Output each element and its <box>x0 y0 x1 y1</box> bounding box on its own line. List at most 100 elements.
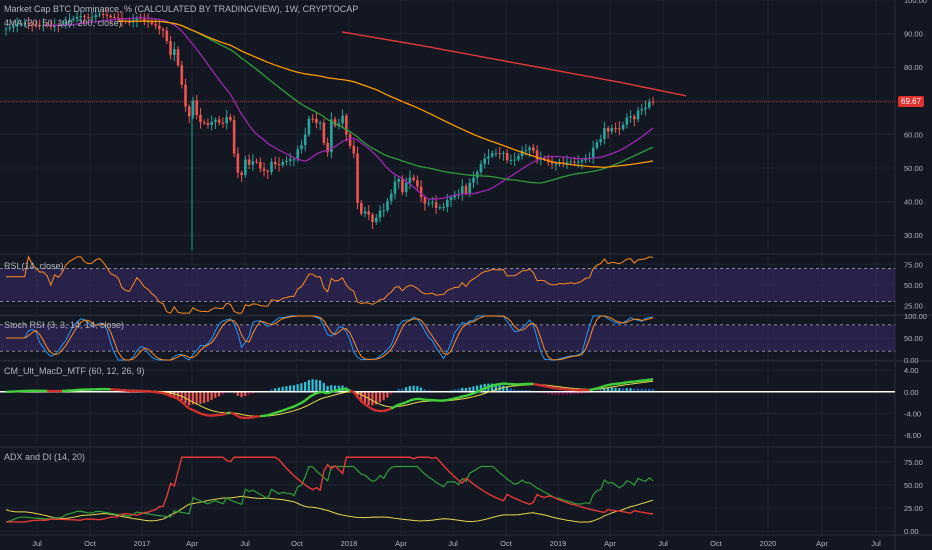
candle[interactable] <box>15 24 19 27</box>
candle[interactable] <box>79 16 83 18</box>
candle[interactable] <box>199 114 202 123</box>
candle[interactable] <box>12 26 15 28</box>
candle[interactable] <box>326 142 329 153</box>
candle[interactable] <box>591 147 595 158</box>
candle[interactable] <box>330 119 333 153</box>
candle[interactable] <box>610 128 614 132</box>
candle[interactable] <box>210 121 213 125</box>
candle[interactable] <box>505 152 509 161</box>
candle[interactable] <box>94 15 98 18</box>
candle[interactable] <box>382 210 386 212</box>
macd-pane[interactable] <box>0 378 895 420</box>
candle[interactable] <box>277 164 281 166</box>
candle[interactable] <box>554 163 558 165</box>
candle[interactable] <box>116 17 120 19</box>
candle[interactable] <box>416 180 419 187</box>
candle[interactable] <box>105 14 109 16</box>
candle[interactable] <box>378 210 382 218</box>
candle[interactable] <box>528 147 531 151</box>
candle[interactable] <box>72 18 75 21</box>
candle[interactable] <box>442 206 445 208</box>
candle[interactable] <box>363 211 367 214</box>
ma-legend[interactable]: 4MA (20, 50, 100, 200, close) <box>4 18 122 28</box>
candle[interactable] <box>573 161 576 163</box>
candle[interactable] <box>288 159 292 161</box>
macd-label[interactable]: CM_Ult_MacD_MTF (60, 12, 26, 9) <box>4 366 145 376</box>
candle[interactable] <box>431 202 434 204</box>
candle[interactable] <box>618 128 621 130</box>
candle[interactable] <box>23 23 26 25</box>
candle[interactable] <box>195 100 199 115</box>
adx-pane[interactable] <box>5 456 654 523</box>
candle[interactable] <box>187 106 191 117</box>
candle[interactable] <box>532 147 535 151</box>
ma200-line[interactable] <box>341 31 687 97</box>
candle[interactable] <box>446 199 449 207</box>
candle[interactable] <box>247 159 251 165</box>
candle[interactable] <box>438 207 442 209</box>
stoch-k-line[interactable] <box>6 315 654 361</box>
candle[interactable] <box>524 150 528 152</box>
candle[interactable] <box>580 160 584 162</box>
candle[interactable] <box>434 202 438 208</box>
price-pane[interactable] <box>0 8 895 251</box>
candle[interactable] <box>161 29 165 31</box>
candle[interactable] <box>191 100 195 117</box>
candle[interactable] <box>98 14 101 16</box>
candle[interactable] <box>483 158 487 164</box>
candle[interactable] <box>90 17 94 19</box>
candle[interactable] <box>4 28 8 30</box>
rsi-pane[interactable] <box>0 255 895 314</box>
candle[interactable] <box>348 134 352 146</box>
candle[interactable] <box>341 115 344 124</box>
candle[interactable] <box>427 203 430 205</box>
adx-label[interactable]: ADX and DI (14, 20) <box>4 452 86 462</box>
candle[interactable] <box>625 117 629 125</box>
candle[interactable] <box>266 171 270 173</box>
candle[interactable] <box>259 161 262 169</box>
candle[interactable] <box>561 162 565 164</box>
ma100-line[interactable] <box>118 20 654 168</box>
rsi-label[interactable]: RSI (14, close) <box>4 261 64 271</box>
candle[interactable] <box>517 155 520 160</box>
candle[interactable] <box>487 156 490 159</box>
candle[interactable] <box>606 128 610 132</box>
stoch-label[interactable]: Stoch RSI (3, 3, 14, 14, close) <box>4 320 125 330</box>
candle[interactable] <box>360 202 363 214</box>
candle[interactable] <box>498 153 501 155</box>
candle[interactable] <box>64 21 68 25</box>
candle[interactable] <box>494 153 498 155</box>
rsi-line[interactable] <box>6 255 654 314</box>
minus-di-line[interactable] <box>6 456 654 523</box>
candle[interactable] <box>475 172 479 178</box>
candle[interactable] <box>318 122 322 124</box>
candle[interactable] <box>603 128 606 140</box>
candle[interactable] <box>550 162 554 164</box>
candle[interactable] <box>647 101 651 108</box>
candle[interactable] <box>464 186 468 194</box>
candle[interactable] <box>150 21 154 24</box>
candle[interactable] <box>412 177 415 181</box>
candle[interactable] <box>621 124 625 130</box>
candle[interactable] <box>273 161 277 165</box>
candle[interactable] <box>520 150 524 156</box>
ma20-line[interactable] <box>43 17 654 200</box>
candle[interactable] <box>8 27 12 29</box>
candle[interactable] <box>255 161 258 163</box>
candle[interactable] <box>217 119 221 123</box>
candle[interactable] <box>636 110 640 120</box>
candle[interactable] <box>165 30 169 41</box>
candle[interactable] <box>158 25 161 30</box>
candle[interactable] <box>356 153 359 203</box>
candle[interactable] <box>419 186 423 198</box>
candle[interactable] <box>173 49 176 56</box>
candle[interactable] <box>128 21 131 23</box>
candle[interactable] <box>176 49 180 66</box>
candle[interactable] <box>270 161 273 173</box>
candle[interactable] <box>101 14 105 16</box>
candle[interactable] <box>315 118 318 123</box>
candle[interactable] <box>337 123 341 126</box>
candle[interactable] <box>352 145 356 154</box>
macd-signal-line[interactable] <box>5 380 654 417</box>
